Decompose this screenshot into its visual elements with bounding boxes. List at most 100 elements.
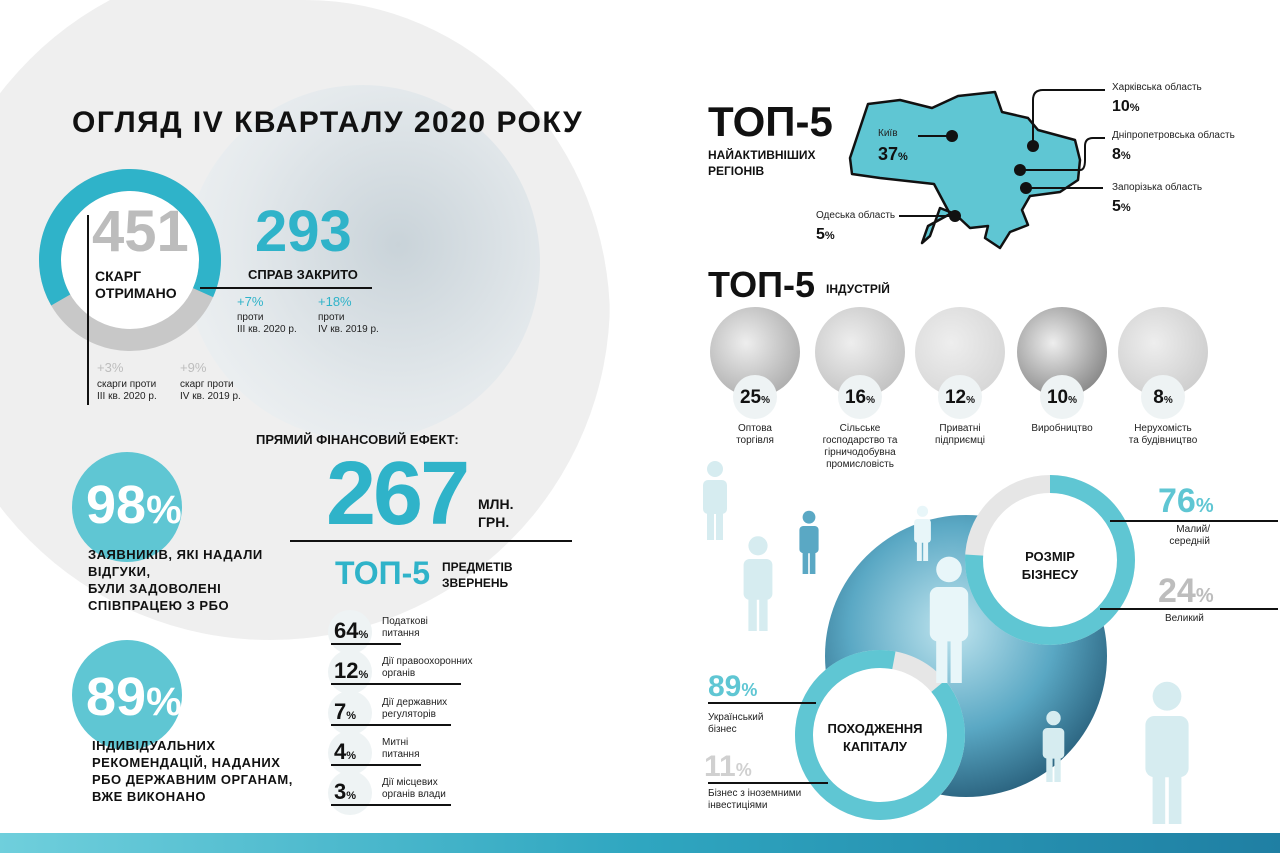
ukrainian-business-label: Український бізнес [708, 712, 763, 736]
line: РБО ДЕРЖАВНИМ ОРГАНАМ, [92, 772, 293, 787]
value: 89 [708, 670, 742, 703]
divider [708, 782, 828, 784]
person-icon [929, 556, 969, 683]
subject-pct: 4% [334, 739, 356, 765]
region-item: Дніпропетровська область 8% [1112, 130, 1235, 164]
closed-change-1: +7% проти III кв. 2020 р. [237, 294, 297, 336]
line: та будівництво [1128, 435, 1198, 446]
region-name: Запорізька область [1112, 182, 1203, 193]
region-item: Харківська область 10% [1112, 82, 1202, 116]
line: питання [382, 749, 420, 760]
regions-subtitle-1: НАЙАКТИВНІШИХ [708, 148, 816, 162]
complaints-value: 451 [92, 199, 189, 264]
person-icon [743, 536, 773, 631]
satisfied-text: ЗАЯВНИКІВ, ЯКІ НАДАЛИ ВІДГУКИ, БУЛИ ЗАДОВО… [88, 546, 263, 614]
subject-label: Дії місцевих органів влади [382, 777, 446, 801]
line: скарги проти [97, 379, 157, 390]
industry-pct: 8% [1113, 387, 1213, 409]
region-pct: 37% [878, 144, 908, 165]
subject-pct: 7% [334, 699, 356, 725]
closed-value: 293 [255, 199, 352, 264]
line: інвестиціями [708, 800, 768, 811]
regions-subtitle-2: РЕГІОНІВ [708, 164, 765, 178]
subjects-subtitle-2: ЗВЕРНЕНЬ [442, 576, 509, 590]
value: 8 [1112, 146, 1121, 163]
complaints-donut [39, 169, 222, 351]
value: 12 [944, 387, 967, 408]
subject-bubble [328, 731, 372, 775]
pct: +7% [237, 294, 264, 309]
satisfied-value: 98% [86, 474, 182, 536]
value: 24 [1158, 572, 1196, 610]
foreign-business-pct: 11% [704, 750, 752, 784]
divider [331, 683, 461, 685]
complaints-label-1: СКАРГ [95, 268, 142, 284]
line: скарг проти [180, 379, 234, 390]
value: 89 [86, 667, 147, 727]
pct: % [1120, 202, 1131, 214]
vertical-line [87, 215, 89, 405]
line: БІЗНЕСУ [1021, 567, 1079, 582]
industry-bubble [1141, 375, 1185, 419]
odesa-dot [949, 210, 961, 222]
industry-label: Нерухомість та будівництво [1113, 423, 1213, 447]
divider [708, 702, 816, 704]
value: 10 [1046, 387, 1069, 408]
satisfied-circle [72, 452, 182, 562]
line: регуляторів [382, 709, 436, 720]
divider [331, 724, 451, 726]
line: Нерухомість [1134, 423, 1192, 434]
pct: % [824, 230, 835, 242]
pct: % [866, 395, 876, 406]
pct: % [358, 669, 369, 681]
kharkiv-dot [1027, 140, 1039, 152]
line: ІНДИВІДУАЛЬНИХ [92, 738, 216, 753]
line: ВЖЕ ВИКОНАНО [92, 789, 206, 804]
large-business-pct: 24% [1158, 572, 1214, 611]
financial-heading: ПРЯМИЙ ФІНАНСОВИЙ ЕФЕКТ: [256, 432, 459, 447]
value: 11 [704, 750, 736, 783]
ukrainian-business-pct: 89% [708, 670, 757, 704]
subject-label: Дії правоохоронних органів [382, 656, 473, 680]
region-item: Одеська область 5% [816, 210, 895, 244]
pct: % [358, 629, 369, 641]
divider [200, 287, 372, 289]
line: Бізнес з іноземними [708, 788, 802, 799]
person-icon [703, 461, 727, 540]
value: 12 [334, 658, 359, 683]
financial-unit-2: ГРН. [478, 514, 510, 530]
zaporizhzhia-dot [1020, 182, 1032, 194]
line: IV кв. 2019 р. [318, 324, 379, 335]
region-item: Запорізька область 5% [1112, 182, 1202, 216]
line: ПОХОДЖЕННЯ [827, 721, 923, 736]
complaints-label-2: ОТРИМАНО [95, 285, 177, 301]
divider [331, 764, 421, 766]
line: торгівля [736, 435, 774, 446]
kyiv-dot [946, 130, 958, 142]
industry-bubble [733, 375, 777, 419]
value: 76 [1158, 482, 1196, 520]
pct: % [1068, 395, 1078, 406]
business-size-donut [965, 475, 1135, 645]
value: 5 [1112, 198, 1121, 215]
pct: % [1195, 585, 1214, 607]
pct: % [346, 750, 357, 762]
subject-pct: 64% [334, 618, 368, 644]
foreign-business-label: Бізнес з іноземними інвестиціями [708, 788, 801, 812]
pct: % [1129, 102, 1140, 114]
region-pct: 5% [1112, 198, 1202, 216]
value: 64 [334, 618, 359, 643]
dnipro-dot [1014, 164, 1026, 176]
divider [1110, 520, 1278, 522]
industry-bubble [1040, 375, 1084, 419]
small-business-pct: 76% [1158, 482, 1214, 521]
line: підприємці [935, 435, 985, 446]
pct: +3% [97, 360, 124, 375]
office-photo [185, 85, 540, 440]
line: Оптова [738, 423, 772, 434]
subject-label: Митні питання [382, 737, 420, 761]
industry-pct: 10% [1012, 387, 1112, 409]
subjects-subtitle-1: ПРЕДМЕТІВ [442, 560, 513, 574]
complaints-change-1: +3% скарги проти III кв. 2020 р. [97, 360, 157, 403]
region-item: Київ 37% [878, 128, 908, 165]
